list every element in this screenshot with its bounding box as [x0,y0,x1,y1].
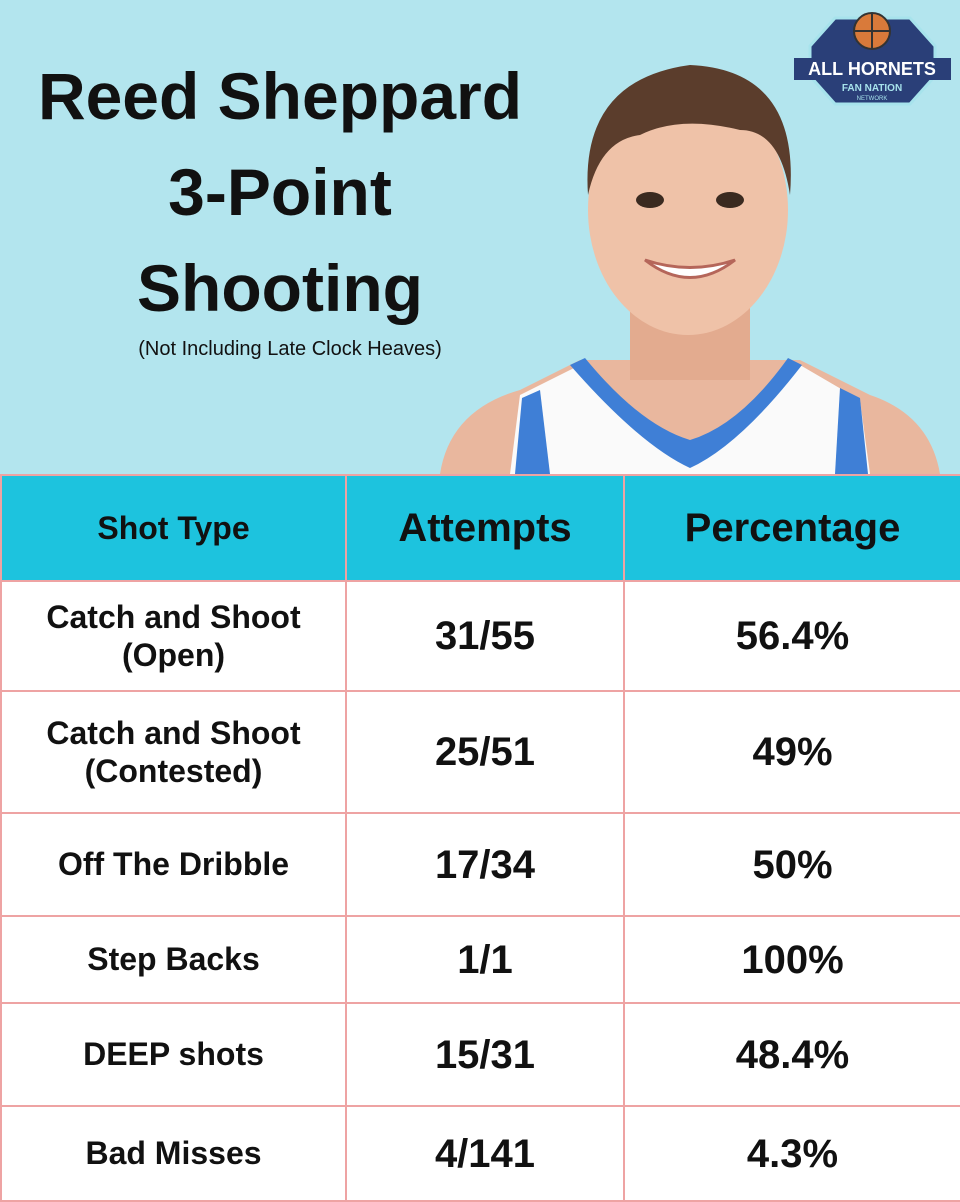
logo-line: NETWORK [857,96,888,102]
table-cell: Catch and Shoot (Open) [0,580,347,692]
table-cell: 48.4% [623,1002,960,1107]
table-cell: 4/141 [345,1105,625,1202]
table: Shot Type Attempts Percentage Catch and Sho… [0,474,960,1202]
title-line: 3-Point [168,155,392,229]
table-cell: Catch and Shoot (Contested) [0,690,347,814]
logo-line: FAN NATION [842,83,902,94]
title-line: Reed Sheppard [37,59,523,133]
subtitle: (Not Including Late Clock Heaves) [138,338,442,360]
table-cell: Step Backs [0,915,347,1004]
player-photo [440,65,940,474]
logo: ALL HORNETS FAN NATION NETWORK [794,12,951,106]
table-cell: 25/51 [345,690,625,814]
table-cell: 4.3% [623,1105,960,1202]
header-panel: Reed Sheppard 3-Point Shooting (Not Incl… [0,0,960,474]
table-cell: 1/1 [345,915,625,1004]
table-cell: 31/55 [345,580,625,692]
table-cell: DEEP shots [0,1002,347,1107]
table-cell: 49% [623,690,960,814]
table-cell: 56.4% [623,580,960,692]
table-cell: 100% [623,915,960,1004]
column-header: Shot Type [0,474,347,582]
title-line: Shooting [137,251,423,325]
column-header: Attempts [345,474,625,582]
column-header: Percentage [623,474,960,582]
table-cell: 17/34 [345,812,625,917]
table-cell: 15/31 [345,1002,625,1107]
table-cell: Off The Dribble [0,812,347,917]
table-cell: Bad Misses [0,1105,347,1202]
logo-name: ALL HORNETS [808,59,936,79]
table-cell: 50% [623,812,960,917]
